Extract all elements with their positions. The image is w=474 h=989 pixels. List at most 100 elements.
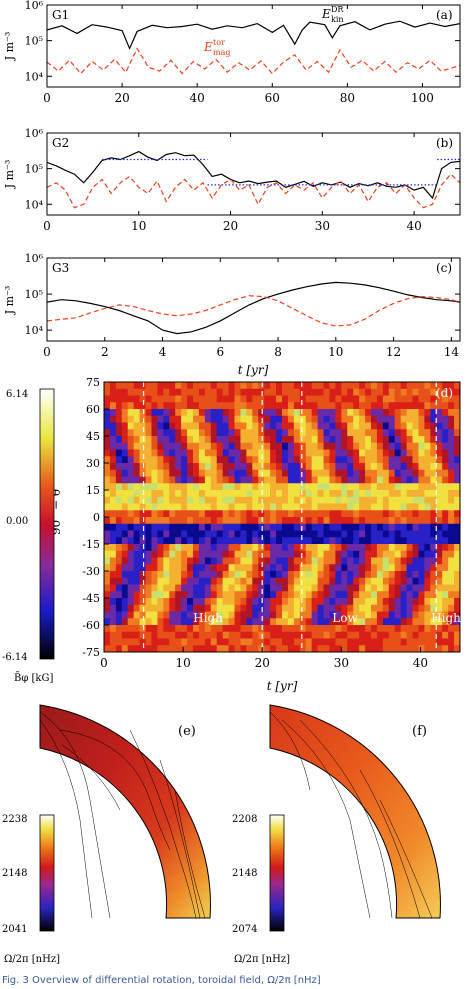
heatmap-cell — [442, 483, 449, 491]
heatmap-cell — [204, 415, 212, 424]
heatmap-cell — [210, 510, 218, 518]
heatmap-cell — [198, 631, 206, 640]
heatmap-cell — [323, 611, 331, 619]
heatmap-cell — [198, 598, 206, 606]
heatmap-cell — [104, 503, 111, 511]
heatmap-cell — [287, 564, 295, 572]
heatmap-cell — [264, 463, 271, 471]
heatmap-cell — [400, 422, 408, 430]
heatmap-cell — [299, 631, 307, 640]
heatmap-cell — [353, 631, 360, 640]
heatmap-cell — [127, 456, 135, 464]
heatmap-cell — [382, 604, 390, 613]
heatmap-cell — [317, 544, 325, 552]
heatmap-cell — [151, 517, 158, 525]
heatmap-cell — [430, 550, 437, 559]
heatmap-cell — [436, 409, 443, 417]
heatmap-cell — [175, 422, 182, 430]
heatmap-cell — [276, 604, 283, 613]
heatmap-cell — [133, 456, 141, 464]
annotation-low: Low — [332, 611, 358, 625]
heatmap-cell — [121, 503, 129, 511]
heatmap-cell — [127, 611, 135, 619]
heatmap-cell — [400, 530, 408, 538]
heatmap-cell — [222, 618, 230, 626]
heatmap-cell — [216, 429, 224, 437]
panel-d-label: (d) — [436, 386, 453, 400]
heatmap-cell — [115, 638, 123, 646]
heatmap-cell — [454, 503, 460, 511]
heatmap-cell — [210, 550, 218, 559]
heatmap-cell — [335, 618, 342, 626]
heatmap-cell — [204, 618, 212, 626]
heatmap-cell — [287, 523, 295, 532]
heatmap-cell — [270, 550, 277, 559]
heatmap-cell — [163, 496, 170, 505]
heatmap-cell — [264, 625, 271, 633]
heatmap-cell — [240, 571, 247, 579]
heatmap-cell — [270, 490, 277, 498]
heatmap-cell — [234, 550, 242, 559]
heatmap-cell — [382, 557, 390, 565]
heatmap-cell — [287, 598, 295, 606]
heatmap-cell — [388, 510, 396, 518]
heatmap-cell — [430, 557, 437, 565]
heatmap-cell — [127, 517, 135, 525]
heatmap-cell — [418, 537, 425, 545]
heatmap-cell — [293, 402, 301, 410]
heatmap-cell — [323, 537, 331, 545]
heatmap-cell — [282, 510, 289, 518]
heatmap-cell — [181, 496, 188, 505]
heatmap-cell — [412, 449, 420, 457]
heatmap-cell — [121, 469, 129, 478]
heatmap-cell — [365, 625, 372, 633]
heatmap-cell — [109, 517, 117, 525]
heatmap-cell — [187, 544, 194, 552]
heatmap-cell — [115, 564, 123, 572]
heatmap-cell — [115, 456, 123, 464]
heatmap-cell — [293, 537, 301, 545]
heatmap-cell — [258, 611, 265, 619]
heatmap-cell — [163, 571, 170, 579]
heatmap-cell — [264, 530, 271, 538]
heatmap-cell — [448, 395, 455, 403]
heatmap-cell — [193, 544, 200, 552]
heatmap-cell — [388, 476, 396, 484]
heatmap-cell — [347, 483, 354, 491]
heatmap-cell — [400, 598, 408, 606]
heatmap-cell — [365, 571, 372, 579]
heatmap-cell — [127, 530, 135, 538]
heatmap-cell — [376, 496, 384, 505]
heatmap-cell — [406, 442, 414, 451]
heatmap-cell — [193, 638, 200, 646]
heatmap-cell — [329, 537, 336, 545]
heatmap-cell — [121, 625, 129, 633]
heatmap-cell — [448, 463, 455, 471]
heatmap-cell — [216, 591, 224, 599]
heatmap-cell — [240, 456, 247, 464]
heatmap-cell — [382, 517, 390, 525]
heatmap-cell — [258, 530, 265, 538]
heatmap-cell — [317, 645, 325, 652]
heatmap-cell — [406, 604, 414, 613]
heatmap-cell — [151, 638, 158, 646]
heatmap-cell — [359, 496, 366, 505]
heatmap-cell — [448, 496, 455, 505]
heatmap-cell — [246, 402, 253, 410]
heatmap-cell — [222, 550, 230, 559]
heatmap-cell — [388, 604, 396, 613]
heatmap-cell — [234, 436, 242, 444]
heatmap-cell — [454, 496, 460, 505]
heatmap-cell — [127, 510, 135, 518]
heatmap-cell — [252, 469, 259, 478]
heatmap-cell — [442, 577, 449, 586]
heatmap-cell — [198, 571, 206, 579]
heatmap-cell — [104, 571, 111, 579]
heatmap-cell — [347, 442, 354, 451]
heatmap-cell — [270, 584, 277, 592]
heatmap-cell — [454, 463, 460, 471]
heatmap-cell — [210, 449, 218, 457]
heatmap-cell — [335, 415, 342, 424]
heatmap-cell — [406, 469, 414, 478]
heatmap-cell — [329, 584, 336, 592]
